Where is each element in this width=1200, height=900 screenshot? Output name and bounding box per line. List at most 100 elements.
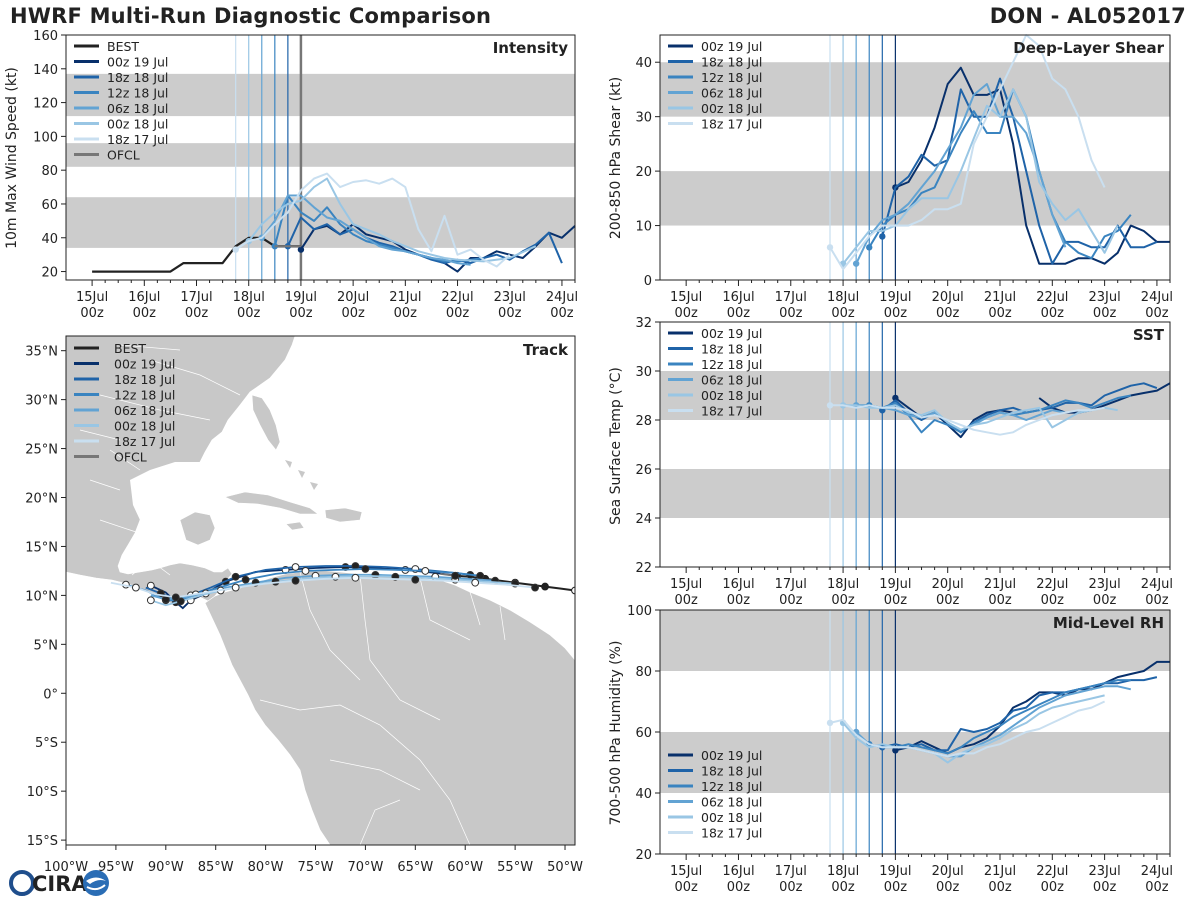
shear-xtick-sublabel: 00z bbox=[1093, 306, 1117, 321]
shear-legend-label: 18z 17 Jul bbox=[701, 117, 762, 132]
intensity-legend-label: 12z 18 Jul bbox=[107, 86, 168, 101]
sst-xtick-sublabel: 00z bbox=[1145, 593, 1169, 608]
track-ytick-label: 25°N bbox=[25, 443, 58, 458]
sst-xtick-label: 15Jul bbox=[670, 577, 702, 592]
shear-band-0 bbox=[660, 171, 1170, 226]
intensity-xtick-sublabel: 00z bbox=[289, 306, 313, 321]
shear-series-18z-17-jul bbox=[829, 34, 1106, 271]
track-map bbox=[65, 335, 576, 846]
track-xtick-label: 100°W bbox=[44, 860, 88, 875]
rh-xtick-sublabel: 00z bbox=[674, 880, 698, 895]
intensity-xtick-sublabel: 00z bbox=[446, 306, 470, 321]
rh-series-12z-18-jul bbox=[868, 679, 1131, 755]
shear-xtick-sublabel: 00z bbox=[1145, 306, 1169, 321]
intensity-xtick-label: 15Jul bbox=[76, 290, 108, 305]
intensity-xtick-label: 20Jul bbox=[337, 290, 369, 305]
sst-xtick-sublabel: 00z bbox=[1041, 593, 1065, 608]
shear-legend-label: 18z 18 Jul bbox=[701, 55, 762, 70]
rh-xtick-label: 24Jul bbox=[1141, 864, 1173, 879]
sst-xtick-sublabel: 00z bbox=[936, 593, 960, 608]
shear-ytick-label: 10 bbox=[635, 220, 652, 235]
intensity-ytick-label: 60 bbox=[41, 198, 58, 213]
track-position-marker bbox=[146, 596, 155, 605]
shear-ytick-label: 20 bbox=[635, 165, 652, 180]
track-position-marker bbox=[176, 597, 185, 606]
logo-swoosh-icon bbox=[86, 877, 106, 884]
rh-ytick-label: 60 bbox=[635, 726, 652, 741]
sst-xtick-label: 16Jul bbox=[722, 577, 754, 592]
track-xtick-label: 90°W bbox=[148, 860, 184, 875]
intensity-ytick-label: 80 bbox=[41, 164, 58, 179]
track-position-marker bbox=[351, 573, 360, 582]
rh-legend-label: 18z 17 Jul bbox=[701, 826, 762, 841]
shear-xtick-sublabel: 00z bbox=[674, 306, 698, 321]
rh-ylabel: 700-500 hPa Humidity (%) bbox=[608, 641, 624, 826]
track-position-marker bbox=[301, 567, 310, 575]
intensity-xtick-label: 23Jul bbox=[494, 290, 526, 305]
intensity-xtick-label: 19Jul bbox=[285, 290, 317, 305]
rh-xtick-label: 18Jul bbox=[827, 864, 859, 879]
rh-xtick-label: 23Jul bbox=[1088, 864, 1120, 879]
intensity-ytick-label: 100 bbox=[33, 130, 58, 145]
rh-series-18z-17-jul bbox=[829, 700, 1106, 758]
track-series-06z-18-jul bbox=[150, 573, 496, 601]
track-xtick-label: 80°W bbox=[248, 860, 284, 875]
shear-xtick-sublabel: 00z bbox=[779, 306, 803, 321]
track-series-12z-18-jul bbox=[125, 568, 481, 602]
rh-xtick-sublabel: 00z bbox=[1093, 880, 1117, 895]
track-position-marker bbox=[231, 583, 240, 592]
gulf-of-mexico-coast bbox=[130, 462, 215, 525]
sst-ytick-label: 22 bbox=[635, 561, 652, 576]
sst-ylabel: Sea Surface Temp (°C) bbox=[608, 367, 624, 525]
shear-ytick-label: 30 bbox=[635, 111, 652, 126]
shear-xtick-label: 17Jul bbox=[775, 290, 807, 305]
rh-xtick-sublabel: 00z bbox=[1145, 880, 1169, 895]
shear-xtick-label: 23Jul bbox=[1088, 290, 1120, 305]
sst-xtick-sublabel: 00z bbox=[674, 593, 698, 608]
sst-ytick-label: 28 bbox=[635, 414, 652, 429]
intensity-xtick-sublabel: 00z bbox=[80, 306, 104, 321]
intensity-xtick-label: 16Jul bbox=[128, 290, 160, 305]
shear-legend-label: 00z 19 Jul bbox=[701, 39, 762, 54]
sst-xtick-label: 22Jul bbox=[1036, 577, 1068, 592]
track-xtick-label: 70°W bbox=[347, 860, 383, 875]
track-xtick-label: 95°W bbox=[98, 860, 134, 875]
shear-series-18z-18-jul bbox=[881, 77, 1158, 265]
track-position-marker bbox=[451, 571, 460, 580]
shear-xtick-label: 19Jul bbox=[879, 290, 911, 305]
track-position-marker bbox=[411, 575, 420, 584]
intensity-ytick-label: 160 bbox=[33, 29, 58, 44]
track-position-marker bbox=[291, 563, 300, 571]
shear-frame bbox=[659, 34, 1171, 281]
rh-legend-label: 00z 18 Jul bbox=[701, 810, 762, 825]
track-position-marker bbox=[231, 572, 240, 581]
track-xtick-label: 85°W bbox=[198, 860, 234, 875]
intensity-series-start-point bbox=[297, 246, 305, 253]
track-legend-label: BEST bbox=[114, 341, 146, 356]
track-legend-label: 12z 18 Jul bbox=[114, 388, 175, 403]
shear-legend-label: 12z 18 Jul bbox=[701, 70, 762, 85]
intensity-xtick-label: 17Jul bbox=[180, 290, 212, 305]
sst-xtick-sublabel: 00z bbox=[831, 593, 855, 608]
sst-ytick-label: 26 bbox=[635, 463, 652, 478]
sst-legend-label: 00z 18 Jul bbox=[701, 388, 762, 403]
rh-xtick-sublabel: 00z bbox=[936, 880, 960, 895]
rh-xtick-label: 22Jul bbox=[1036, 864, 1068, 879]
track-legend-label: 18z 17 Jul bbox=[114, 434, 175, 449]
rh-series-18z-18-jul bbox=[882, 676, 1158, 752]
shear-xtick-sublabel: 00z bbox=[884, 306, 908, 321]
intensity-ytick-label: 20 bbox=[41, 266, 58, 281]
sst-plot-area bbox=[660, 322, 1170, 567]
hispaniola-island bbox=[324, 507, 363, 523]
track-ytick-label: 10°S bbox=[27, 785, 58, 800]
intensity-xtick-sublabel: 00z bbox=[133, 306, 157, 321]
shear-panel-title: Deep-Layer Shear bbox=[1013, 39, 1164, 57]
shear-xtick-label: 21Jul bbox=[984, 290, 1016, 305]
figure-title: HWRF Multi-Run Diagnostic Comparison bbox=[10, 4, 492, 28]
rh-legend-label: 00z 19 Jul bbox=[701, 748, 762, 763]
florida-peninsula bbox=[251, 394, 281, 451]
track-position-marker bbox=[541, 582, 549, 591]
track-position-marker bbox=[371, 570, 380, 579]
rh-xtick-label: 20Jul bbox=[932, 864, 964, 879]
sst-panel-title: SST bbox=[1133, 326, 1165, 344]
